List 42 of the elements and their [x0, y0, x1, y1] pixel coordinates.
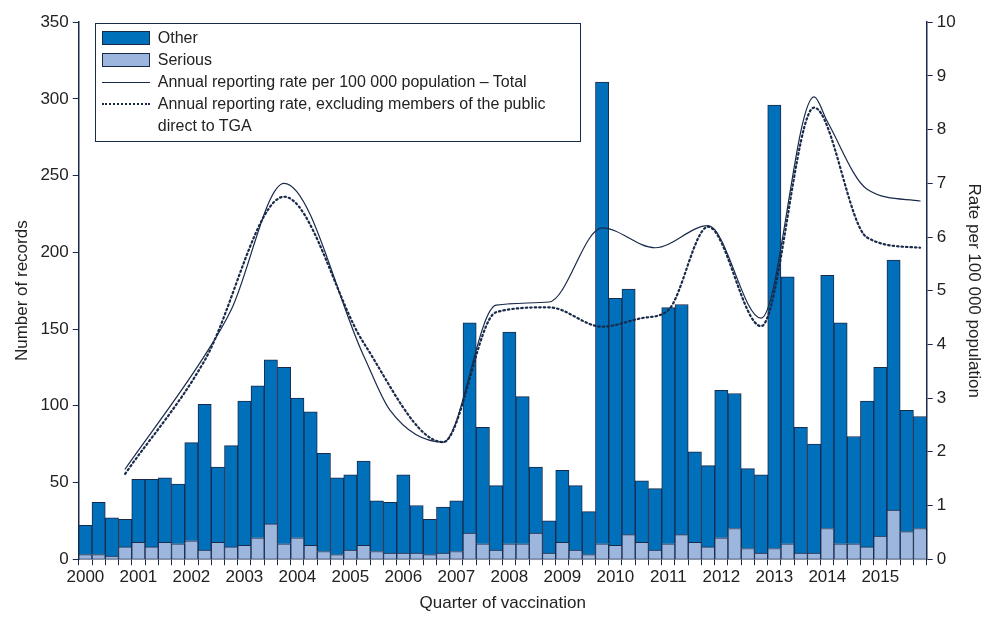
- y2-axis-title: Rate per 100 000 population: [965, 183, 985, 398]
- y2-tick-label: 2: [936, 441, 947, 461]
- x-tick-label: 2014: [808, 567, 847, 587]
- x-tick-label: 2012: [702, 567, 741, 587]
- y-tick-label: 250: [40, 165, 69, 185]
- x-tick-label: 2003: [225, 567, 264, 587]
- x-tick-label: 2011: [650, 567, 687, 587]
- x-tick-label: 2013: [755, 567, 794, 587]
- y2-tick-label: 5: [936, 280, 947, 300]
- y-tick-label: 100: [40, 395, 69, 415]
- y2-tick-label: 0: [936, 548, 947, 568]
- x-tick-label: 2002: [172, 567, 211, 587]
- x-tick-label: 2000: [66, 567, 105, 587]
- legend-label: Other: [157, 28, 198, 49]
- x-axis-title: Quarter of vaccination: [419, 593, 586, 613]
- y-axis-title: Number of records: [11, 220, 31, 362]
- y2-tick-label: 6: [936, 226, 947, 246]
- x-tick-label: 2007: [437, 567, 476, 587]
- y-tick-label: 0: [59, 548, 69, 568]
- x-tick-label: 2008: [490, 567, 529, 587]
- x-tick-label: 2006: [384, 567, 423, 587]
- y2-tick-label: 1: [936, 495, 947, 515]
- legend-label: Annual reporting rate per 100 000 population – Total: [157, 72, 527, 93]
- x-tick-label: 2004: [278, 567, 317, 587]
- y-tick-label: 200: [40, 242, 69, 262]
- legend-label: Serious: [157, 50, 212, 71]
- y2-tick-label: 10: [936, 11, 956, 31]
- x-tick-label: 2001: [119, 567, 158, 587]
- y-tick-label: 150: [40, 318, 69, 338]
- x-tick-label: 2005: [331, 567, 370, 587]
- y-tick-label: 50: [49, 472, 69, 492]
- y2-tick-label: 4: [936, 334, 947, 354]
- y2-tick-label: 8: [936, 119, 947, 139]
- x-tick-label: 2009: [543, 567, 582, 587]
- y2-tick-label: 9: [936, 65, 947, 85]
- y2-tick-label: 7: [936, 172, 947, 192]
- y-tick-label: 300: [40, 88, 69, 108]
- legend-label: Annual reporting rate, excluding members of the public direct to TGA: [157, 94, 547, 137]
- y2-tick-label: 3: [936, 387, 947, 407]
- x-tick-label: 2010: [596, 567, 635, 587]
- x-tick-label: 2015: [861, 567, 900, 587]
- y-tick-label: 350: [40, 11, 69, 31]
